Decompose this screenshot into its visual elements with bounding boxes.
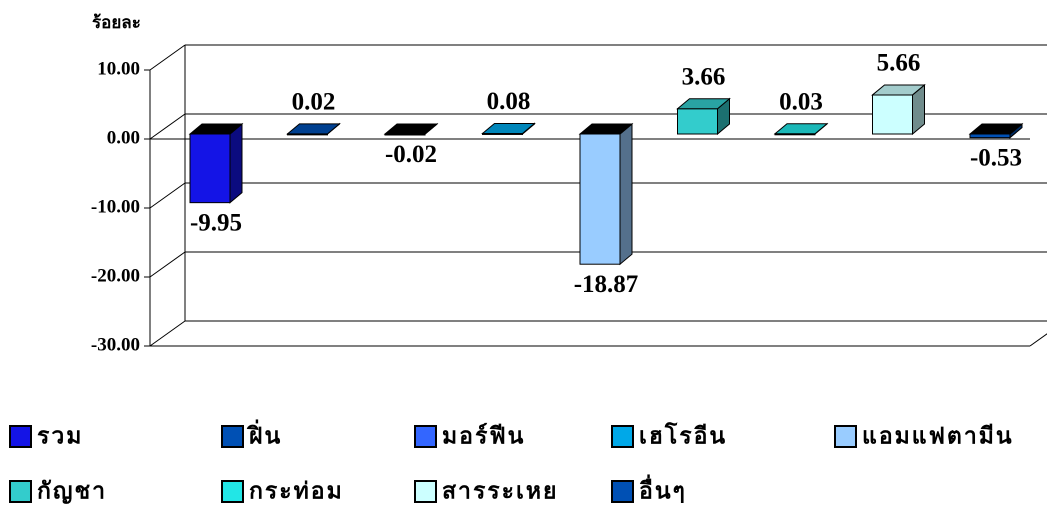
bar-top xyxy=(481,122,536,134)
bar xyxy=(189,133,231,204)
grid-line xyxy=(149,113,186,140)
value-label: 0.03 xyxy=(779,89,823,116)
legend-label: กระท่อม xyxy=(249,478,344,503)
bar xyxy=(969,133,1011,139)
legend-swatch xyxy=(221,425,244,448)
grid-line xyxy=(149,182,186,209)
legend-label: ฝิ่น xyxy=(246,418,282,448)
legend-swatch xyxy=(611,480,634,503)
value-label: 0.02 xyxy=(292,89,336,116)
legend-label: อื่นๆ xyxy=(639,473,687,503)
value-label: 0.08 xyxy=(487,88,531,115)
bar-top xyxy=(578,123,634,135)
legend-swatch xyxy=(414,480,437,503)
legend-label: มอร์ฟีน xyxy=(442,422,525,448)
floor-right xyxy=(1029,333,1047,347)
bar-top xyxy=(383,123,439,135)
grid-line xyxy=(149,320,186,347)
y-tick-label: -20.00 xyxy=(91,265,140,286)
y-tick-label: -30.00 xyxy=(91,334,140,355)
y-tick-label: -10.00 xyxy=(91,196,140,217)
value-label: -18.87 xyxy=(574,271,639,298)
bar xyxy=(677,108,718,135)
bar-top xyxy=(871,84,926,96)
grid-line xyxy=(149,44,186,71)
legend-swatch xyxy=(221,480,244,503)
y-tick-label: 0.00 xyxy=(107,127,140,148)
value-label: -0.53 xyxy=(970,144,1022,171)
legend-label: รวม xyxy=(37,423,83,448)
legend-swatch xyxy=(834,425,857,448)
bar-top xyxy=(286,123,341,135)
bar-top xyxy=(773,123,829,135)
legend-swatch xyxy=(611,425,634,448)
value-label: -0.02 xyxy=(385,141,437,168)
legend-label: เฮโรอีน xyxy=(639,421,727,448)
legend-swatch xyxy=(9,425,32,448)
y-tick-label: 10.00 xyxy=(97,58,140,79)
value-label: 3.66 xyxy=(682,63,726,90)
bar-top xyxy=(676,98,731,110)
value-label: 5.66 xyxy=(877,50,921,77)
bar-side xyxy=(229,122,243,204)
y-axis-label: ร้อยละ xyxy=(92,13,141,32)
bar xyxy=(872,94,913,135)
grid-line xyxy=(149,251,186,278)
legend-label: สารระเหย xyxy=(442,478,559,503)
legend-label: กัญชา xyxy=(37,478,107,504)
bar xyxy=(579,133,621,265)
bar-top xyxy=(968,123,1024,135)
legend-swatch xyxy=(414,425,437,448)
value-label: -9.95 xyxy=(190,209,242,236)
bar-top xyxy=(188,123,244,135)
legend-label: แอมแฟตามีน xyxy=(862,423,1014,448)
legend-swatch xyxy=(9,480,32,503)
bar-side xyxy=(619,122,633,266)
